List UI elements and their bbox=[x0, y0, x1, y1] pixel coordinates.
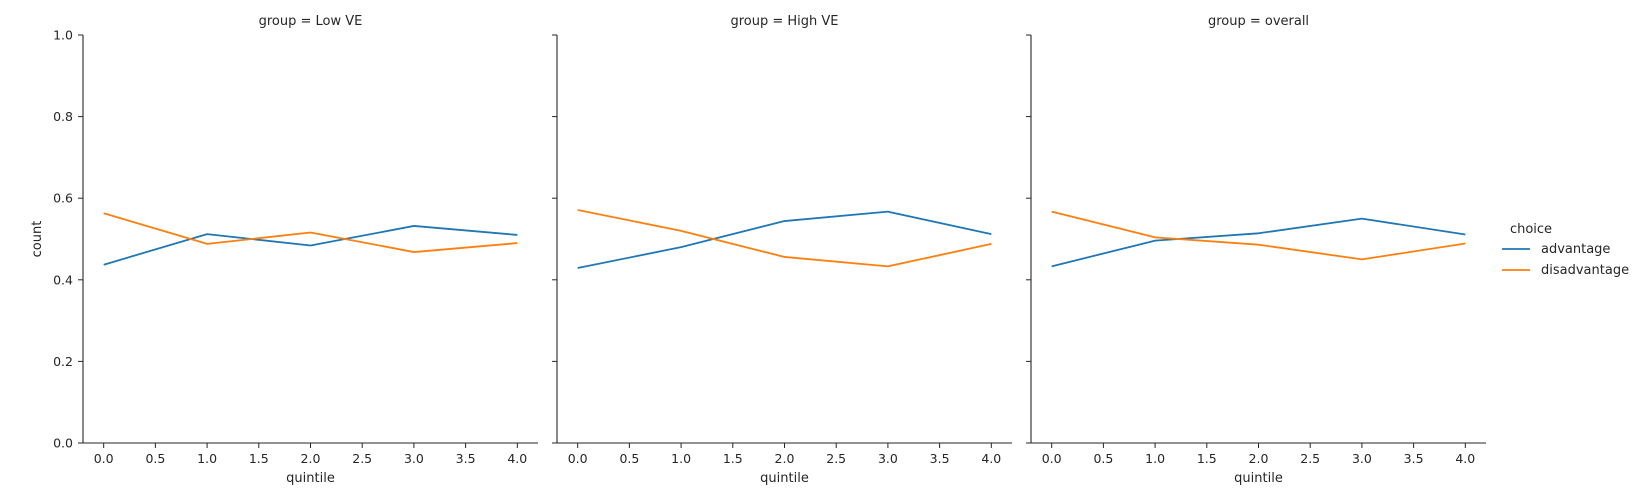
x-tick-label: 2.0 bbox=[1249, 451, 1269, 466]
x-tick-label: 1.5 bbox=[723, 451, 743, 466]
x-tick-label: 2.5 bbox=[352, 451, 372, 466]
x-tick-label: 1.0 bbox=[671, 451, 691, 466]
y-axis-label: count bbox=[30, 221, 45, 258]
x-axis-label: quintile bbox=[760, 471, 809, 486]
x-axis-label: quintile bbox=[1234, 471, 1283, 486]
series-line-advantage bbox=[103, 225, 518, 266]
x-tick-label: 3.0 bbox=[404, 451, 424, 466]
series-line-advantage bbox=[1051, 217, 1466, 268]
panel-title: group = High VE bbox=[730, 14, 838, 29]
series-line-disadvantage bbox=[103, 212, 518, 253]
x-tick-label: 0.0 bbox=[94, 451, 114, 466]
x-tick-label: 3.5 bbox=[930, 451, 950, 466]
y-tick-label: 0.6 bbox=[53, 191, 73, 206]
x-tick-label: 1.0 bbox=[1145, 451, 1165, 466]
y-tick-label: 0.2 bbox=[53, 354, 73, 369]
x-tick-label: 1.5 bbox=[249, 451, 269, 466]
legend-label-advantage: advantage bbox=[1541, 242, 1610, 257]
y-tick-label: 1.0 bbox=[53, 28, 73, 43]
y-tick-label: 0.4 bbox=[53, 272, 73, 287]
series-line-disadvantage bbox=[577, 209, 992, 268]
legend-title: choice bbox=[1510, 222, 1552, 237]
x-tick-label: 3.0 bbox=[878, 451, 898, 466]
series-line-disadvantage bbox=[1051, 210, 1466, 261]
x-tick-label: 1.0 bbox=[197, 451, 217, 466]
x-tick-label: 4.0 bbox=[507, 451, 527, 466]
y-tick-label: 0.8 bbox=[53, 109, 73, 124]
x-tick-label: 4.0 bbox=[1455, 451, 1475, 466]
x-tick-label: 0.5 bbox=[1093, 451, 1113, 466]
x-tick-label: 2.0 bbox=[301, 451, 321, 466]
y-tick-label: 0.0 bbox=[53, 436, 73, 451]
x-tick-label: 2.0 bbox=[775, 451, 795, 466]
panel-title: group = Low VE bbox=[259, 14, 363, 29]
x-tick-label: 0.5 bbox=[145, 451, 165, 466]
x-tick-label: 3.0 bbox=[1352, 451, 1372, 466]
series-line-advantage bbox=[577, 210, 992, 269]
x-tick-label: 0.0 bbox=[568, 451, 588, 466]
x-tick-label: 3.5 bbox=[456, 451, 476, 466]
x-tick-label: 2.5 bbox=[826, 451, 846, 466]
panel-title: group = overall bbox=[1208, 14, 1309, 29]
x-tick-label: 0.0 bbox=[1042, 451, 1062, 466]
legend-label-disadvantage: disadvantage bbox=[1541, 263, 1629, 278]
x-tick-label: 4.0 bbox=[981, 451, 1001, 466]
x-tick-label: 2.5 bbox=[1300, 451, 1320, 466]
x-tick-label: 3.5 bbox=[1404, 451, 1424, 466]
x-axis-label: quintile bbox=[286, 471, 335, 486]
x-tick-label: 0.5 bbox=[619, 451, 639, 466]
x-tick-label: 1.5 bbox=[1197, 451, 1217, 466]
